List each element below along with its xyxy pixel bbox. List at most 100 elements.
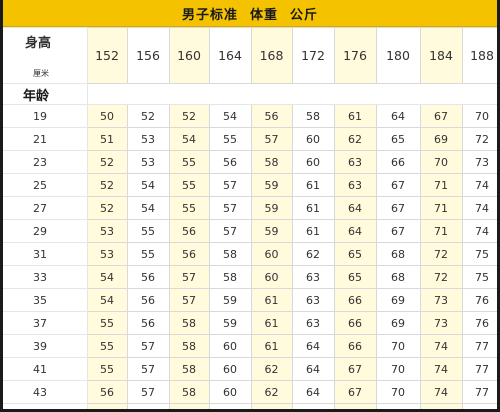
age-cell: 41 xyxy=(3,357,88,381)
weight-cell: 61 xyxy=(250,334,293,358)
weight-cell: 62 xyxy=(250,357,293,381)
weight-cell: 67 xyxy=(375,196,421,220)
weight-cell: 68 xyxy=(375,242,421,266)
weight-cell: 56 xyxy=(126,288,170,312)
weight-cell: 64 xyxy=(291,380,335,404)
table-row: 23 52 53 55 56 58 60 63 66 70 73 xyxy=(3,150,497,174)
weight-cell: 70 xyxy=(375,334,421,358)
weight-cell: 55 xyxy=(126,219,170,243)
weight-cell: 58 xyxy=(250,150,293,174)
weight-cell: 56 xyxy=(208,150,252,174)
height-header-cell: 180 xyxy=(375,27,421,84)
weight-cell: 74 xyxy=(419,403,463,409)
table-row: 31 53 55 56 58 60 62 65 68 72 75 xyxy=(3,242,497,266)
height-header-label: 身高 xyxy=(25,36,52,51)
weight-cell: 67 xyxy=(333,380,377,404)
weight-cell: 59 xyxy=(168,403,210,409)
weight-cell: 62 xyxy=(291,242,335,266)
height-header-cell: 160 xyxy=(168,27,210,84)
age-cell: 37 xyxy=(3,311,88,335)
age-cell: 35 xyxy=(3,288,88,312)
weight-cell: 54 xyxy=(168,127,210,151)
height-header-cell: 156 xyxy=(126,27,170,84)
weight-cell: 66 xyxy=(333,288,377,312)
weight-cell: 72 xyxy=(461,127,497,151)
weight-cell: 57 xyxy=(126,380,170,404)
weight-cell: 67 xyxy=(419,104,463,128)
weight-cell: 74 xyxy=(461,219,497,243)
weight-cell: 54 xyxy=(208,104,252,128)
height-header-cell: 168 xyxy=(250,27,293,84)
weight-cell: 67 xyxy=(375,219,421,243)
weight-cell: 63 xyxy=(333,173,377,197)
weight-cell: 62 xyxy=(250,380,293,404)
age-cell: 21 xyxy=(3,127,88,151)
weight-cell: 60 xyxy=(291,150,335,174)
weight-cell: 54 xyxy=(86,265,128,289)
weight-cell: 58 xyxy=(168,311,210,335)
weight-cell: 61 xyxy=(291,196,335,220)
age-header-filler xyxy=(86,83,497,105)
weight-cell: 76 xyxy=(461,311,497,335)
weight-cell: 60 xyxy=(208,357,252,381)
height-header-cell: 152 xyxy=(86,27,128,84)
age-cell: 43 xyxy=(3,380,88,404)
weight-cell: 55 xyxy=(208,127,252,151)
weight-cell: 66 xyxy=(375,150,421,174)
age-cell: 19 xyxy=(3,104,88,128)
weight-cell: 60 xyxy=(250,242,293,266)
weight-cell: 56 xyxy=(250,104,293,128)
weight-cell: 61 xyxy=(250,311,293,335)
weight-cell: 62 xyxy=(250,403,293,409)
weight-cell: 77 xyxy=(461,357,497,381)
weight-cell: 52 xyxy=(86,196,128,220)
weight-cell: 74 xyxy=(419,357,463,381)
weight-cell: 72 xyxy=(419,242,463,266)
weight-cell: 66 xyxy=(333,311,377,335)
weight-cell: 62 xyxy=(333,127,377,151)
weight-cell: 51 xyxy=(86,127,128,151)
age-cell: 29 xyxy=(3,219,88,243)
height-header-cell: 176 xyxy=(333,27,377,84)
title-part-1: 男子标准 xyxy=(181,7,238,23)
weight-cell: 74 xyxy=(461,173,497,197)
height-header-row: 身高 厘米 152 156 160 164 168 172 176 180 18… xyxy=(3,27,497,84)
weight-cell: 57 xyxy=(126,357,170,381)
weight-cell: 77 xyxy=(461,403,497,409)
weight-cell: 55 xyxy=(126,242,170,266)
weight-cell: 56 xyxy=(126,311,170,335)
weight-cell: 70 xyxy=(375,357,421,381)
weight-cell: 77 xyxy=(461,380,497,404)
weight-cell: 64 xyxy=(291,357,335,381)
age-cell: 27 xyxy=(3,196,88,220)
weight-cell: 56 xyxy=(168,242,210,266)
weight-cell: 61 xyxy=(250,288,293,312)
weight-cell: 77 xyxy=(461,334,497,358)
weight-cell: 65 xyxy=(333,265,377,289)
weight-cell: 67 xyxy=(333,403,377,409)
table-row: 39 55 57 58 60 61 64 66 70 74 77 xyxy=(3,334,497,358)
table-title: 男子标准 体重 公斤 xyxy=(3,0,497,27)
title-part-2: 体重 xyxy=(249,7,278,23)
weight-cell: 75 xyxy=(461,242,497,266)
weight-cell: 59 xyxy=(250,196,293,220)
weight-cell: 69 xyxy=(375,288,421,312)
weight-cell: 64 xyxy=(333,196,377,220)
height-header-cell: 188 xyxy=(461,27,497,84)
table-row: 35 54 56 57 59 61 63 66 69 73 76 xyxy=(3,288,497,312)
weight-cell: 63 xyxy=(333,150,377,174)
weight-cell: 61 xyxy=(291,173,335,197)
age-cell: 23 xyxy=(3,150,88,174)
title-part-3: 公斤 xyxy=(290,7,319,23)
height-unit-label: 厘米 xyxy=(33,69,49,78)
table-row: 25 52 54 55 57 59 61 63 67 71 74 xyxy=(3,173,497,197)
weight-cell: 55 xyxy=(86,311,128,335)
weight-cell: 70 xyxy=(419,150,463,174)
weight-cell: 60 xyxy=(291,127,335,151)
table-row: 21 51 53 54 55 57 60 62 65 69 72 xyxy=(3,127,497,151)
weight-cell: 56 xyxy=(86,380,128,404)
weight-cell: 60 xyxy=(208,403,252,409)
weight-cell: 67 xyxy=(375,173,421,197)
weight-cell: 64 xyxy=(291,334,335,358)
